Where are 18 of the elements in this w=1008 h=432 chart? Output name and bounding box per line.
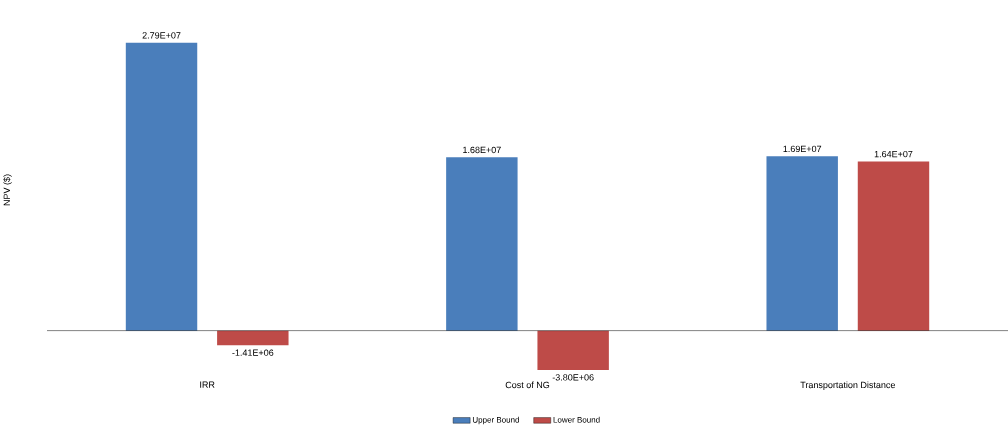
data-label: -1.41E+06 — [232, 349, 274, 356]
bar — [537, 330, 609, 370]
bar — [766, 156, 838, 331]
legend-label: Upper Bound — [472, 416, 519, 425]
data-label: 1.69E+07 — [783, 145, 822, 153]
x-tick-label: IRR — [200, 381, 215, 388]
legend-label: Lower Bound — [553, 416, 600, 423]
data-label: 2.79E+07 — [142, 32, 181, 39]
x-tick-label: Transportation Distance — [800, 381, 896, 390]
bar — [857, 161, 930, 331]
data-label: -3.80E+06 — [552, 374, 594, 381]
x-tick-label: Cost of NG — [505, 381, 550, 389]
bar — [446, 157, 518, 331]
y-axis-title: NPV ($) — [3, 174, 12, 206]
bar — [125, 42, 198, 331]
bar — [217, 330, 289, 346]
data-label: 1.68E+07 — [463, 146, 501, 154]
data-label: 1.64E+07 — [874, 150, 913, 158]
